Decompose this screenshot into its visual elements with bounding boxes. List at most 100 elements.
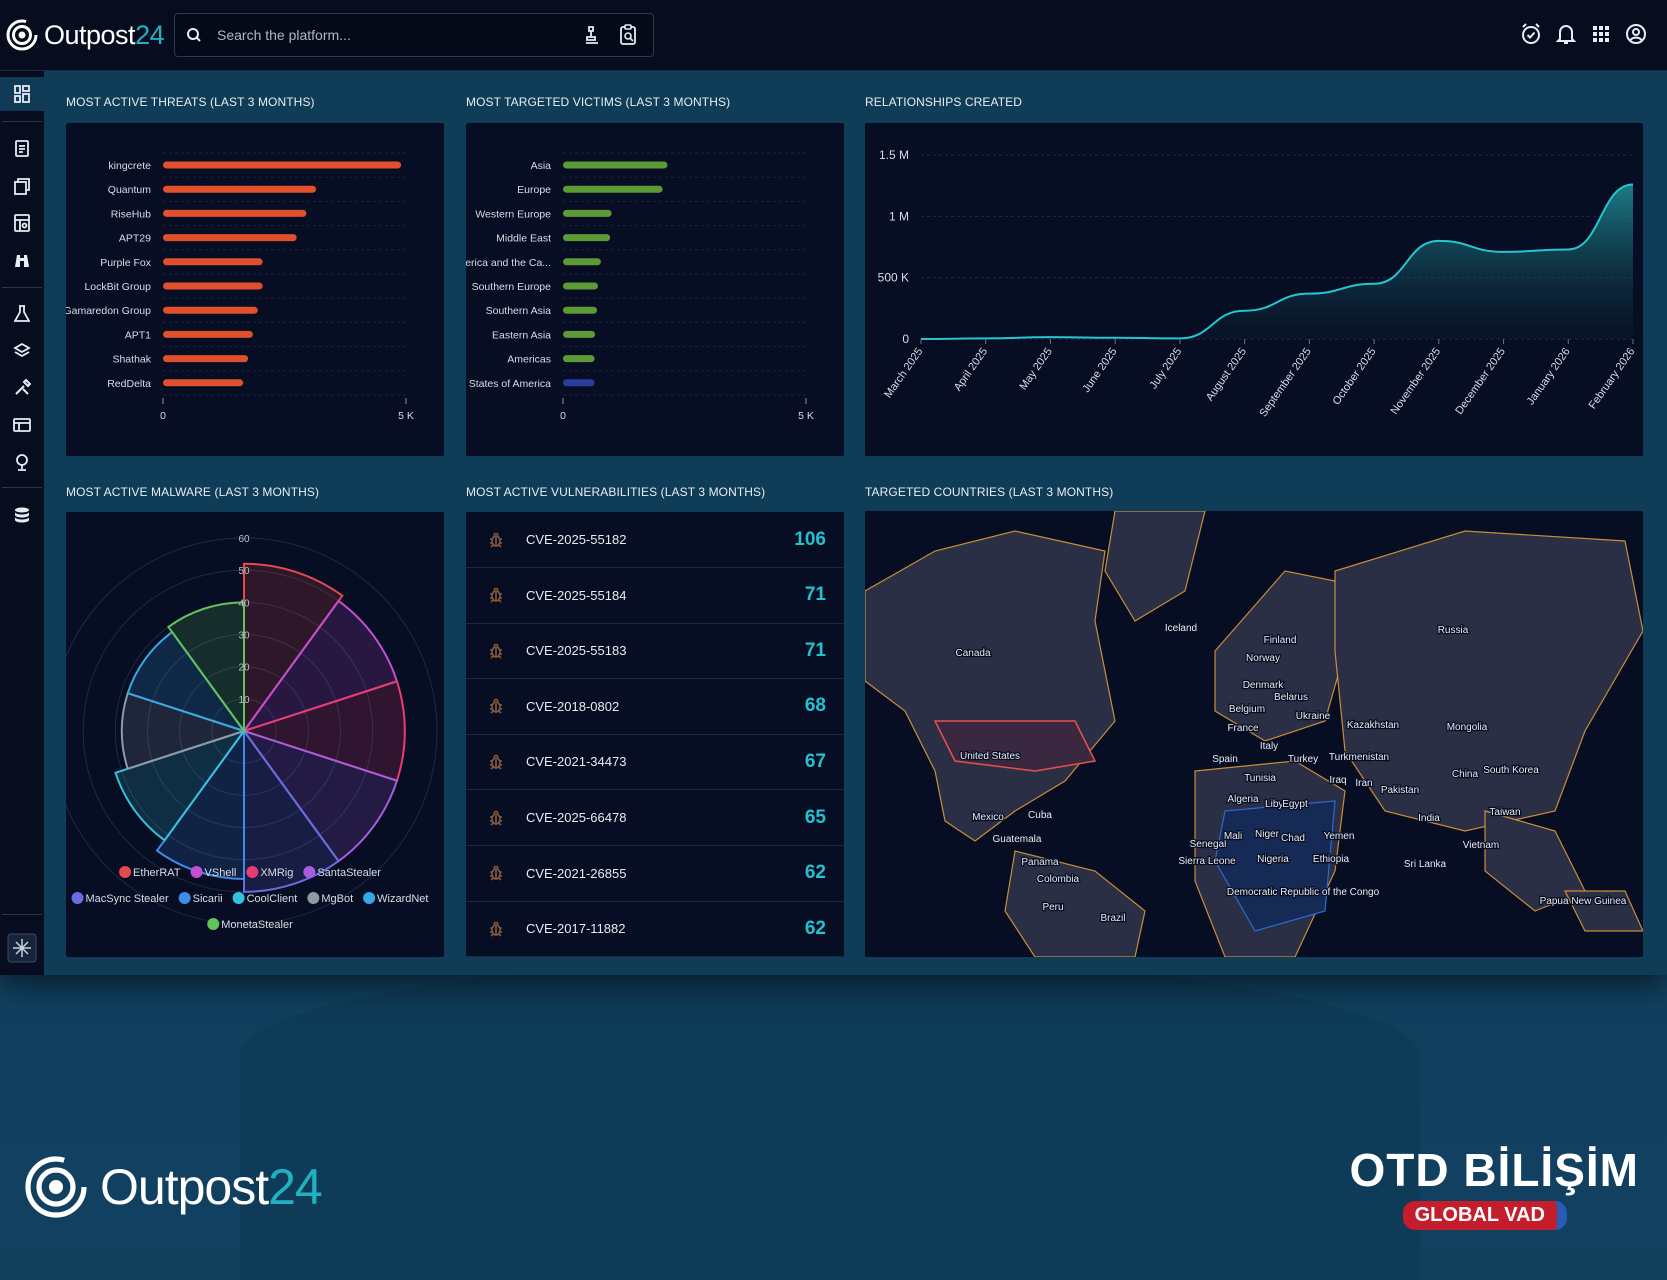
sidebar-item-cases[interactable]: [0, 169, 44, 203]
relationships-x-tick-label: June 2025: [1080, 346, 1119, 395]
entities-icon: [13, 418, 31, 432]
sidebar-item-entities[interactable]: [0, 408, 44, 442]
victims-panel: Asia Europe Western Europe Middle East Latin…: [466, 123, 844, 456]
map-country-label: Denmark: [1243, 680, 1285, 691]
threats-bar: [163, 234, 297, 242]
vuln-id: CVE-2025-55182: [526, 532, 627, 547]
briefcase-stack-icon: [14, 178, 30, 195]
map-country-label: Turkey: [1288, 754, 1318, 765]
malware-legend-label: MacSync Stealer: [86, 893, 169, 905]
malware-panel: 10 20 30 40 50 60 EtherRAT VShell XMRig SantaStea…: [66, 512, 444, 957]
world-map[interactable]: Iceland RussiaCanadaFinlandNorwayDenmarkB…: [865, 511, 1643, 957]
vuln-row[interactable]: CVE-2018-0802 68: [466, 679, 844, 735]
sidebar-item-arsenal[interactable]: [0, 334, 44, 368]
malware-sector: [166, 601, 245, 735]
sidebar-item-locations[interactable]: [0, 445, 44, 479]
vuln-row[interactable]: CVE-2021-34473 67: [466, 734, 844, 791]
malware-legend-swatch: [307, 892, 320, 904]
alarm-check-icon[interactable]: [1520, 20, 1542, 48]
sidebar-item-dashboard[interactable]: [0, 77, 44, 111]
threats-bar: [163, 161, 402, 169]
map-country-label: Turkmenistan: [1329, 752, 1389, 763]
sidebar-item-events[interactable]: [0, 206, 44, 240]
vuln-row[interactable]: CVE-2025-55184 71: [466, 568, 844, 624]
sidebar-item-observations[interactable]: [0, 243, 44, 277]
malware-radial-grid: [66, 537, 438, 925]
victims-category-label: Southern Europe: [472, 281, 552, 293]
sidebar-collapse-button[interactable]: [0, 931, 44, 965]
malware-sector: [240, 680, 406, 782]
map-region-south-america: [1004, 850, 1146, 957]
map-country-label: Libya: [1265, 799, 1289, 810]
bug-icon: [466, 809, 526, 827]
malware-polar-chart: 10 20 30 40 50 60 EtherRAT VShell XMRig SantaStea…: [66, 534, 438, 931]
map-country-label: Iran: [1355, 778, 1372, 789]
malware-legend-swatch: [232, 892, 245, 904]
bell-icon[interactable]: [1555, 20, 1577, 48]
map-country-label: Algeria: [1227, 794, 1259, 805]
map-country-label: South Korea: [1483, 765, 1539, 776]
apps-grid-icon[interactable]: [1590, 20, 1612, 48]
vuln-row[interactable]: CVE-2025-55183 71: [466, 623, 844, 680]
sidebar: [0, 71, 45, 975]
threats-x-tick-label: 5 K: [398, 410, 414, 422]
relationships-x-tick-label: March 2025: [882, 346, 925, 400]
search-icon: [187, 28, 201, 42]
threats-bar: [163, 209, 307, 217]
relationships-x-tick-label: May 2025: [1017, 346, 1055, 392]
malware-sector: [120, 691, 248, 771]
map-country-label: Senegal: [1190, 839, 1227, 850]
map-country-label: Ethiopia: [1313, 854, 1350, 865]
malware-legend-label: EtherRAT: [133, 867, 181, 879]
app-logo[interactable]: Outpost24: [6, 14, 165, 56]
threats-bar-chart: kingcrete Quantum RiseHub APT29 Purple Fox Lo…: [66, 152, 414, 422]
search-filter-icon[interactable]: [581, 21, 603, 49]
malware-r-tick-label: 20: [238, 663, 250, 674]
map-country-label: Nigeria: [1257, 854, 1289, 865]
malware-sector: [241, 729, 399, 863]
map-country-label: Panama: [1021, 857, 1059, 868]
relationships-y-tick-label: 0: [902, 332, 909, 346]
vuln-row[interactable]: CVE-2025-66478 65: [466, 790, 844, 846]
sidebar-separator: [2, 487, 42, 488]
victims-category-label: Middle East: [496, 233, 551, 245]
search-clipboard-icon[interactable]: [617, 21, 639, 49]
threats-category-label: Shathak: [112, 354, 151, 366]
map-country-label: Democratic Republic of the Congo: [1227, 887, 1380, 898]
map-country-label: Kazakhstan: [1347, 720, 1399, 731]
threats-bar: [163, 330, 253, 338]
vuln-row[interactable]: CVE-2021-26855 62: [466, 846, 844, 902]
malware-legend-label: WizardNet: [377, 893, 428, 905]
bug-icon: [466, 642, 526, 660]
globe-pin-icon: [16, 454, 28, 471]
sidebar-separator: [2, 914, 42, 915]
malware-r-tick-label: 50: [238, 566, 250, 577]
victims-bar: [563, 209, 612, 217]
threats-category-label: kingcrete: [108, 160, 151, 172]
user-account-icon[interactable]: [1625, 20, 1647, 48]
relationships-x-tick-label: December 2025: [1453, 346, 1508, 417]
malware-legend-label: SantaStealer: [317, 867, 381, 879]
malware-panel-title: MOST ACTIVE MALWARE (LAST 3 MONTHS): [66, 485, 320, 499]
map-country-label: Peru: [1042, 902, 1063, 913]
vuln-row[interactable]: CVE-2017-11882 62: [466, 901, 844, 957]
map-country-label: Iceland: [1165, 623, 1197, 634]
sidebar-item-threats[interactable]: [0, 297, 44, 331]
malware-r-tick-label: 30: [238, 631, 250, 642]
malware-legend-swatch: [178, 892, 191, 904]
sidebar-item-data[interactable]: [0, 499, 44, 533]
relationships-x-tick-label: November 2025: [1389, 346, 1444, 417]
bug-icon: [466, 753, 526, 771]
sidebar-item-techniques[interactable]: [0, 371, 44, 405]
malware-r-tick-label: 10: [238, 695, 250, 706]
search-box: [174, 13, 654, 57]
sidebar-item-analyses[interactable]: [0, 131, 44, 165]
footer-logo-text: Outpost24: [100, 1159, 323, 1215]
malware-legend-label: Sicarii: [193, 893, 223, 905]
search-input[interactable]: [215, 14, 581, 56]
map-country-usa: [933, 720, 1097, 772]
relationships-y-tick-label: 1.5 M: [879, 148, 909, 162]
vuln-row[interactable]: CVE-2025-55182 106: [466, 512, 844, 568]
victims-bar: [563, 185, 663, 193]
relationships-area-chart: 0 500 K 1 M 1.5 M March 2025 April 2025 May 20…: [878, 148, 1638, 419]
